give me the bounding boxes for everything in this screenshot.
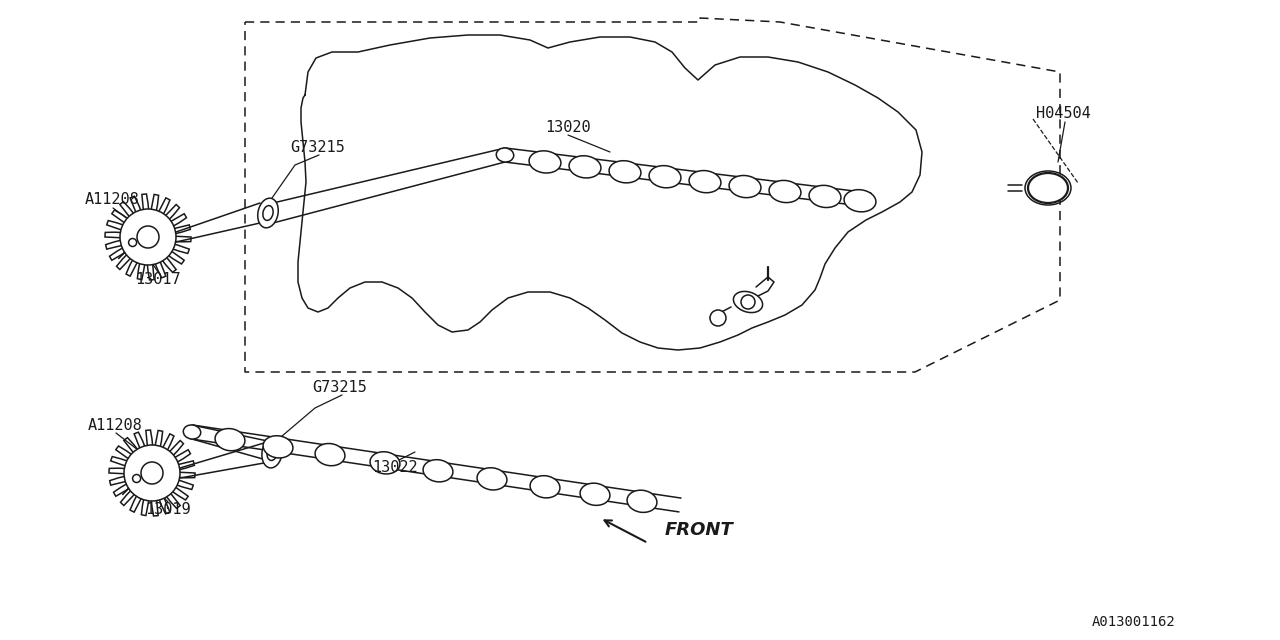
Ellipse shape [183, 425, 201, 439]
Text: A11208: A11208 [84, 193, 140, 207]
Ellipse shape [264, 436, 293, 458]
Ellipse shape [844, 189, 876, 212]
Ellipse shape [257, 198, 278, 228]
Ellipse shape [315, 444, 344, 466]
Ellipse shape [424, 460, 453, 482]
Circle shape [141, 462, 163, 484]
Ellipse shape [570, 156, 600, 178]
Text: G73215: G73215 [312, 381, 367, 396]
Text: A013001162: A013001162 [1092, 615, 1175, 629]
Circle shape [124, 445, 180, 501]
Ellipse shape [262, 438, 282, 468]
Text: G73215: G73215 [291, 141, 346, 156]
Polygon shape [105, 194, 191, 280]
Circle shape [741, 295, 755, 309]
Ellipse shape [477, 468, 507, 490]
Ellipse shape [627, 490, 657, 513]
Circle shape [137, 226, 159, 248]
Ellipse shape [497, 148, 513, 162]
Ellipse shape [529, 151, 561, 173]
Text: 13019: 13019 [145, 502, 191, 518]
Ellipse shape [609, 161, 641, 183]
Ellipse shape [530, 476, 559, 498]
Ellipse shape [1028, 173, 1068, 203]
Ellipse shape [649, 166, 681, 188]
Ellipse shape [730, 175, 760, 198]
Circle shape [710, 310, 726, 326]
Text: 13020: 13020 [545, 120, 591, 136]
Ellipse shape [733, 291, 763, 312]
Text: 13017: 13017 [136, 273, 180, 287]
Ellipse shape [769, 180, 801, 203]
Ellipse shape [215, 429, 244, 451]
Text: 13022: 13022 [372, 461, 417, 476]
Circle shape [120, 209, 177, 265]
Text: A11208: A11208 [87, 417, 142, 433]
Ellipse shape [580, 483, 611, 506]
Text: H04504: H04504 [1036, 106, 1091, 120]
Polygon shape [109, 430, 195, 516]
Ellipse shape [370, 452, 399, 474]
Ellipse shape [809, 186, 841, 207]
Ellipse shape [689, 170, 721, 193]
Text: FRONT: FRONT [666, 521, 733, 539]
